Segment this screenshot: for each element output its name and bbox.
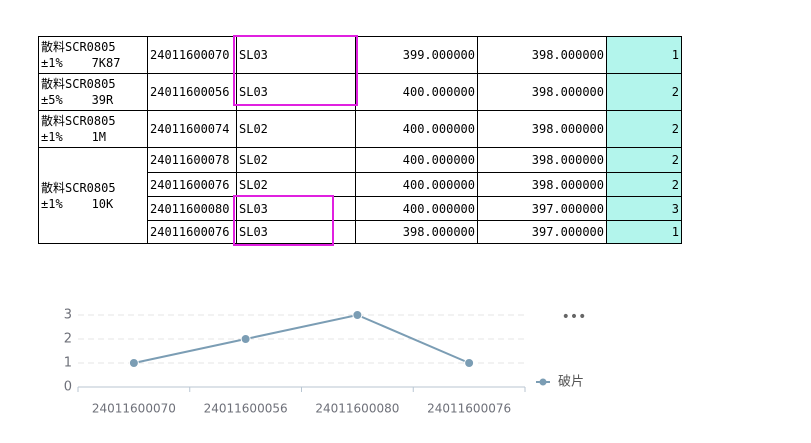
code: 24011600076 [147,220,237,244]
y-tick-label: 0 [64,380,72,395]
highlight-box [233,195,334,246]
x-tick-label: 24011600076 [427,402,511,416]
qty: 400.000000 [355,73,478,111]
point [352,310,363,320]
count: 2 [606,73,682,111]
highlight-box [233,35,358,106]
y-tick-label: 2 [64,332,72,347]
qty: 400.000000 [355,172,478,197]
table-row: 散料SCR0805 ±5% 39R 24011600056 SL03 400.0000… [38,73,682,111]
qty: 398.000000 [477,73,607,111]
location: SL03 [236,220,356,244]
point [464,358,475,368]
item-name: 散料SCR0805 ±1% 1M [38,110,148,148]
code: 24011600056 [147,73,237,111]
table-row: 24011600080 SL03 400.000000 397.000000 3 [39,196,682,221]
qty: 398.000000 [477,172,607,197]
qty: 400.000000 [355,196,478,221]
qty: 398.000000 [477,147,607,173]
count: 2 [606,147,682,173]
qty: 400.000000 [355,110,478,148]
point [128,358,139,368]
series-line [133,313,470,364]
count: 2 [606,172,682,197]
table-row: 24011600076 SL03 398.000000 397.000000 1 [39,220,682,244]
qty: 398.000000 [477,36,607,74]
count: 1 [606,36,682,74]
x-tick-label: 24011600056 [204,402,288,416]
y-tick-label: 3 [64,308,72,323]
data-table: 散料SCR0805 ±1% 7K87 24011600070 SL03 399.000… [38,36,682,244]
qty: 398.000000 [477,110,607,148]
qty: 398.000000 [355,220,478,244]
location: SL02 [236,147,356,173]
table-row: 散料SCR0805 ±1% 7K87 24011600070 SL03 399.000… [38,36,682,74]
point [240,334,251,344]
code: 24011600080 [147,196,237,221]
x-tick-label: 24011600080 [315,402,399,416]
y-tick-label: 1 [64,356,72,371]
qty: 399.000000 [355,36,478,74]
x-tick-label: 24011600070 [92,402,176,416]
item-name: 散料SCR0805 ±1% 7K87 [38,36,148,74]
item-name: 散料SCR0805 ±5% 39R [38,73,148,111]
code: 24011600076 [147,172,237,197]
menu-icon[interactable]: ••• [562,309,587,325]
code: 24011600078 [147,147,237,173]
legend-marker [539,378,547,386]
count: 3 [606,196,682,221]
count: 1 [606,220,682,244]
table-row: 散料SCR0805 ±1% 10K 24011600078 SL02 400.0000… [38,147,682,244]
legend-label: 破片 [558,375,584,390]
